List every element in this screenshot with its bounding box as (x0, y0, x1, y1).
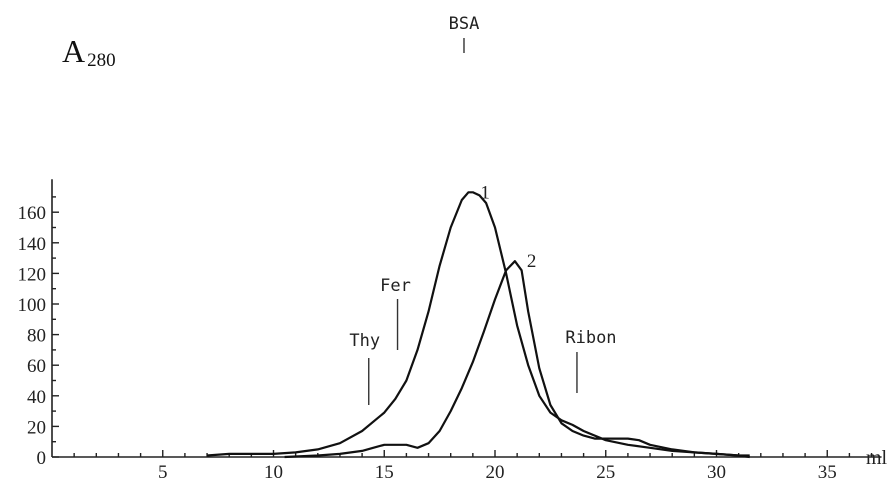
y-axis-label-subscript: 280 (87, 50, 116, 71)
axes: 0 20 40 60 80 100 120 140 160 5 10 15 20 25 30 35 (18, 179, 882, 483)
y-tick-label: 160 (18, 203, 47, 224)
y-tick-label: 40 (27, 387, 46, 408)
series-curves: 12 (206, 182, 750, 459)
x-tick-label: 35 (818, 462, 837, 483)
y-tick-label: 120 (18, 264, 47, 285)
marker-label-ribon: Ribon (565, 328, 616, 348)
y-tick-label: 20 (27, 417, 46, 438)
marker-label-bsa: BSA (449, 14, 480, 34)
y-tick-label: 80 (27, 326, 46, 347)
y-tick-label: 140 (18, 234, 47, 255)
series-line-2 (284, 260, 750, 459)
annotations: BSA Fer Thy Ribon (349, 14, 617, 405)
marker-label-fer: Fer (380, 276, 411, 296)
x-tick-label: 15 (375, 462, 394, 483)
y-tick-label: 100 (18, 295, 47, 316)
y-axis-label: A 280 (62, 33, 116, 71)
series-line-1 (206, 191, 750, 457)
marker-label-thy: Thy (349, 331, 380, 351)
x-tick-label: 10 (264, 462, 283, 483)
series-label-2: 2 (527, 251, 537, 272)
x-tick-label: 30 (707, 462, 726, 483)
x-tick-label: 5 (158, 462, 168, 483)
series-label-1: 1 (480, 182, 490, 203)
x-tick-label: 25 (596, 462, 615, 483)
x-axis-unit-label: ml (866, 447, 888, 469)
y-tick-label: 0 (37, 448, 47, 469)
x-tick-label: 20 (486, 462, 505, 483)
y-tick-label: 60 (27, 356, 46, 377)
